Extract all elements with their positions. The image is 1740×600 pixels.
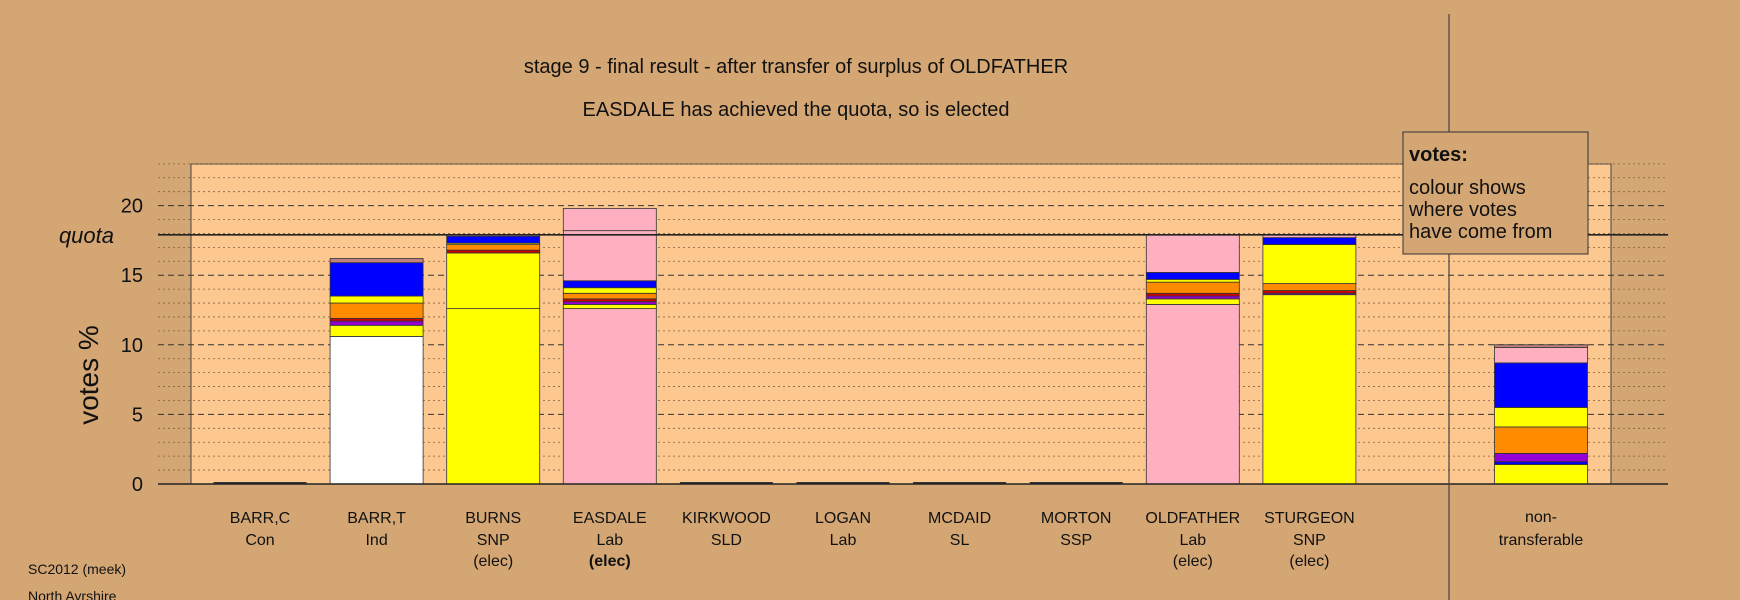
- candidate-name-label: MORTON: [1041, 510, 1112, 527]
- candidate-party-label: Con: [245, 532, 274, 549]
- candidate-name-label: OLDFATHER: [1145, 510, 1240, 527]
- legend-frame: [1402, 131, 1589, 255]
- bar-segment: [1262, 237, 1357, 245]
- bar-segment: [562, 304, 657, 310]
- bar-segment: [1262, 294, 1357, 485]
- candidate-name-label: LOGAN: [815, 510, 871, 527]
- bar-segment: [1494, 461, 1588, 465]
- bar-segment: [1145, 272, 1240, 280]
- candidate-name-label: MCDAID: [928, 510, 991, 527]
- bar-segment: [1494, 344, 1588, 348]
- bar-segment: [562, 280, 657, 289]
- bars-layer: [213, 207, 1588, 485]
- bar-segment: [446, 249, 541, 254]
- bar-segment: [1145, 292, 1240, 297]
- footer-council: North Ayrshire: [28, 588, 117, 600]
- candidate-party-label: Lab: [830, 532, 857, 549]
- bar-segment: [1494, 362, 1588, 408]
- footer-method: SC2012 (meek): [28, 561, 126, 577]
- bar-segment: [329, 320, 424, 326]
- bar-segment: [1145, 281, 1240, 294]
- quota-label: quota: [59, 223, 114, 248]
- legend-title: votes:: [1409, 144, 1468, 166]
- bar-segment: [1145, 295, 1240, 300]
- bar-segment: [1145, 298, 1240, 305]
- candidate-name-label: BURNS: [465, 510, 521, 527]
- chart-title: stage 9 - final result - after transfer …: [524, 56, 1068, 78]
- bar-segment: [1494, 452, 1588, 463]
- bar-segment: [562, 298, 657, 303]
- candidate-party-label: SL: [950, 532, 970, 549]
- bar-segment: [1494, 464, 1588, 485]
- bar-segment: [1494, 347, 1588, 364]
- bar-segment: [1145, 234, 1240, 273]
- y-tick-label: 5: [132, 404, 143, 426]
- non-transferable-label-2: transferable: [1499, 532, 1584, 549]
- candidate-party-label: Lab: [596, 532, 623, 549]
- bar-segment: [446, 308, 541, 485]
- candidate-party-label: SSP: [1060, 532, 1092, 549]
- candidate-party-label: Ind: [365, 532, 387, 549]
- bar-segment: [562, 287, 657, 294]
- candidate-party-label: SNP: [477, 532, 510, 549]
- bar-segment: [562, 301, 657, 305]
- candidate-name-label: KIRKWOOD: [682, 510, 771, 527]
- bar-segment: [446, 252, 541, 310]
- bar-segment: [329, 258, 424, 264]
- bar-segment: [1145, 304, 1240, 485]
- candidate-status-label: (elec): [473, 553, 513, 570]
- bar-segment: [446, 244, 541, 251]
- candidate-name-label: BARR,C: [230, 510, 290, 527]
- candidate-status-label: (elec): [1173, 553, 1213, 570]
- y-tick-label: 20: [121, 196, 143, 218]
- candidate-party-label: SLD: [711, 532, 742, 549]
- bar-segment: [1494, 407, 1588, 428]
- candidate-name-label: STURGEON: [1264, 510, 1355, 527]
- candidate-status-label: (elec): [589, 553, 631, 570]
- bar-segment: [562, 308, 657, 485]
- bar-segment: [1145, 278, 1240, 283]
- legend-line-3: have come from: [1409, 221, 1552, 243]
- bar-segment: [1262, 290, 1357, 294]
- bar-segment: [329, 324, 424, 337]
- legend-box: votes: colour shows where votes have com…: [1402, 131, 1589, 255]
- bar-segment: [329, 336, 424, 485]
- candidate-party-label: Lab: [1179, 532, 1206, 549]
- bar-segment: [329, 262, 424, 297]
- non-transferable-label-1: non-: [1525, 509, 1557, 526]
- chart-subtitle: EASDALE has achieved the quota, so is el…: [583, 99, 1010, 121]
- bar-segment: [329, 302, 424, 319]
- bar-segment: [562, 207, 657, 232]
- bar-segment: [1262, 283, 1357, 291]
- candidate-name-label: BARR,T: [347, 510, 406, 527]
- candidate-party-label: SNP: [1293, 532, 1326, 549]
- bar-segment: [329, 295, 424, 304]
- bar-segment: [1262, 244, 1357, 284]
- legend-line-2: where votes: [1408, 199, 1517, 221]
- candidate-labels: BARR,C Con BARR,T Ind BURNS SNP (elec) EASDALE L…: [230, 509, 1584, 570]
- bar-segment: [329, 317, 424, 322]
- bar-segment: [562, 292, 657, 300]
- bar-segment: [446, 235, 541, 244]
- y-axis-label: votes %: [73, 325, 104, 425]
- plot-background: [190, 163, 1612, 485]
- candidate-status-label: (elec): [1289, 553, 1329, 570]
- y-tick-label: 10: [121, 335, 143, 357]
- bar-segment: [562, 230, 657, 282]
- y-tick-label: 15: [121, 265, 143, 287]
- legend-line-1: colour shows: [1409, 177, 1526, 199]
- y-tick-label: 0: [132, 474, 143, 496]
- candidate-name-label: EASDALE: [573, 510, 647, 527]
- bar-segment: [1494, 426, 1588, 454]
